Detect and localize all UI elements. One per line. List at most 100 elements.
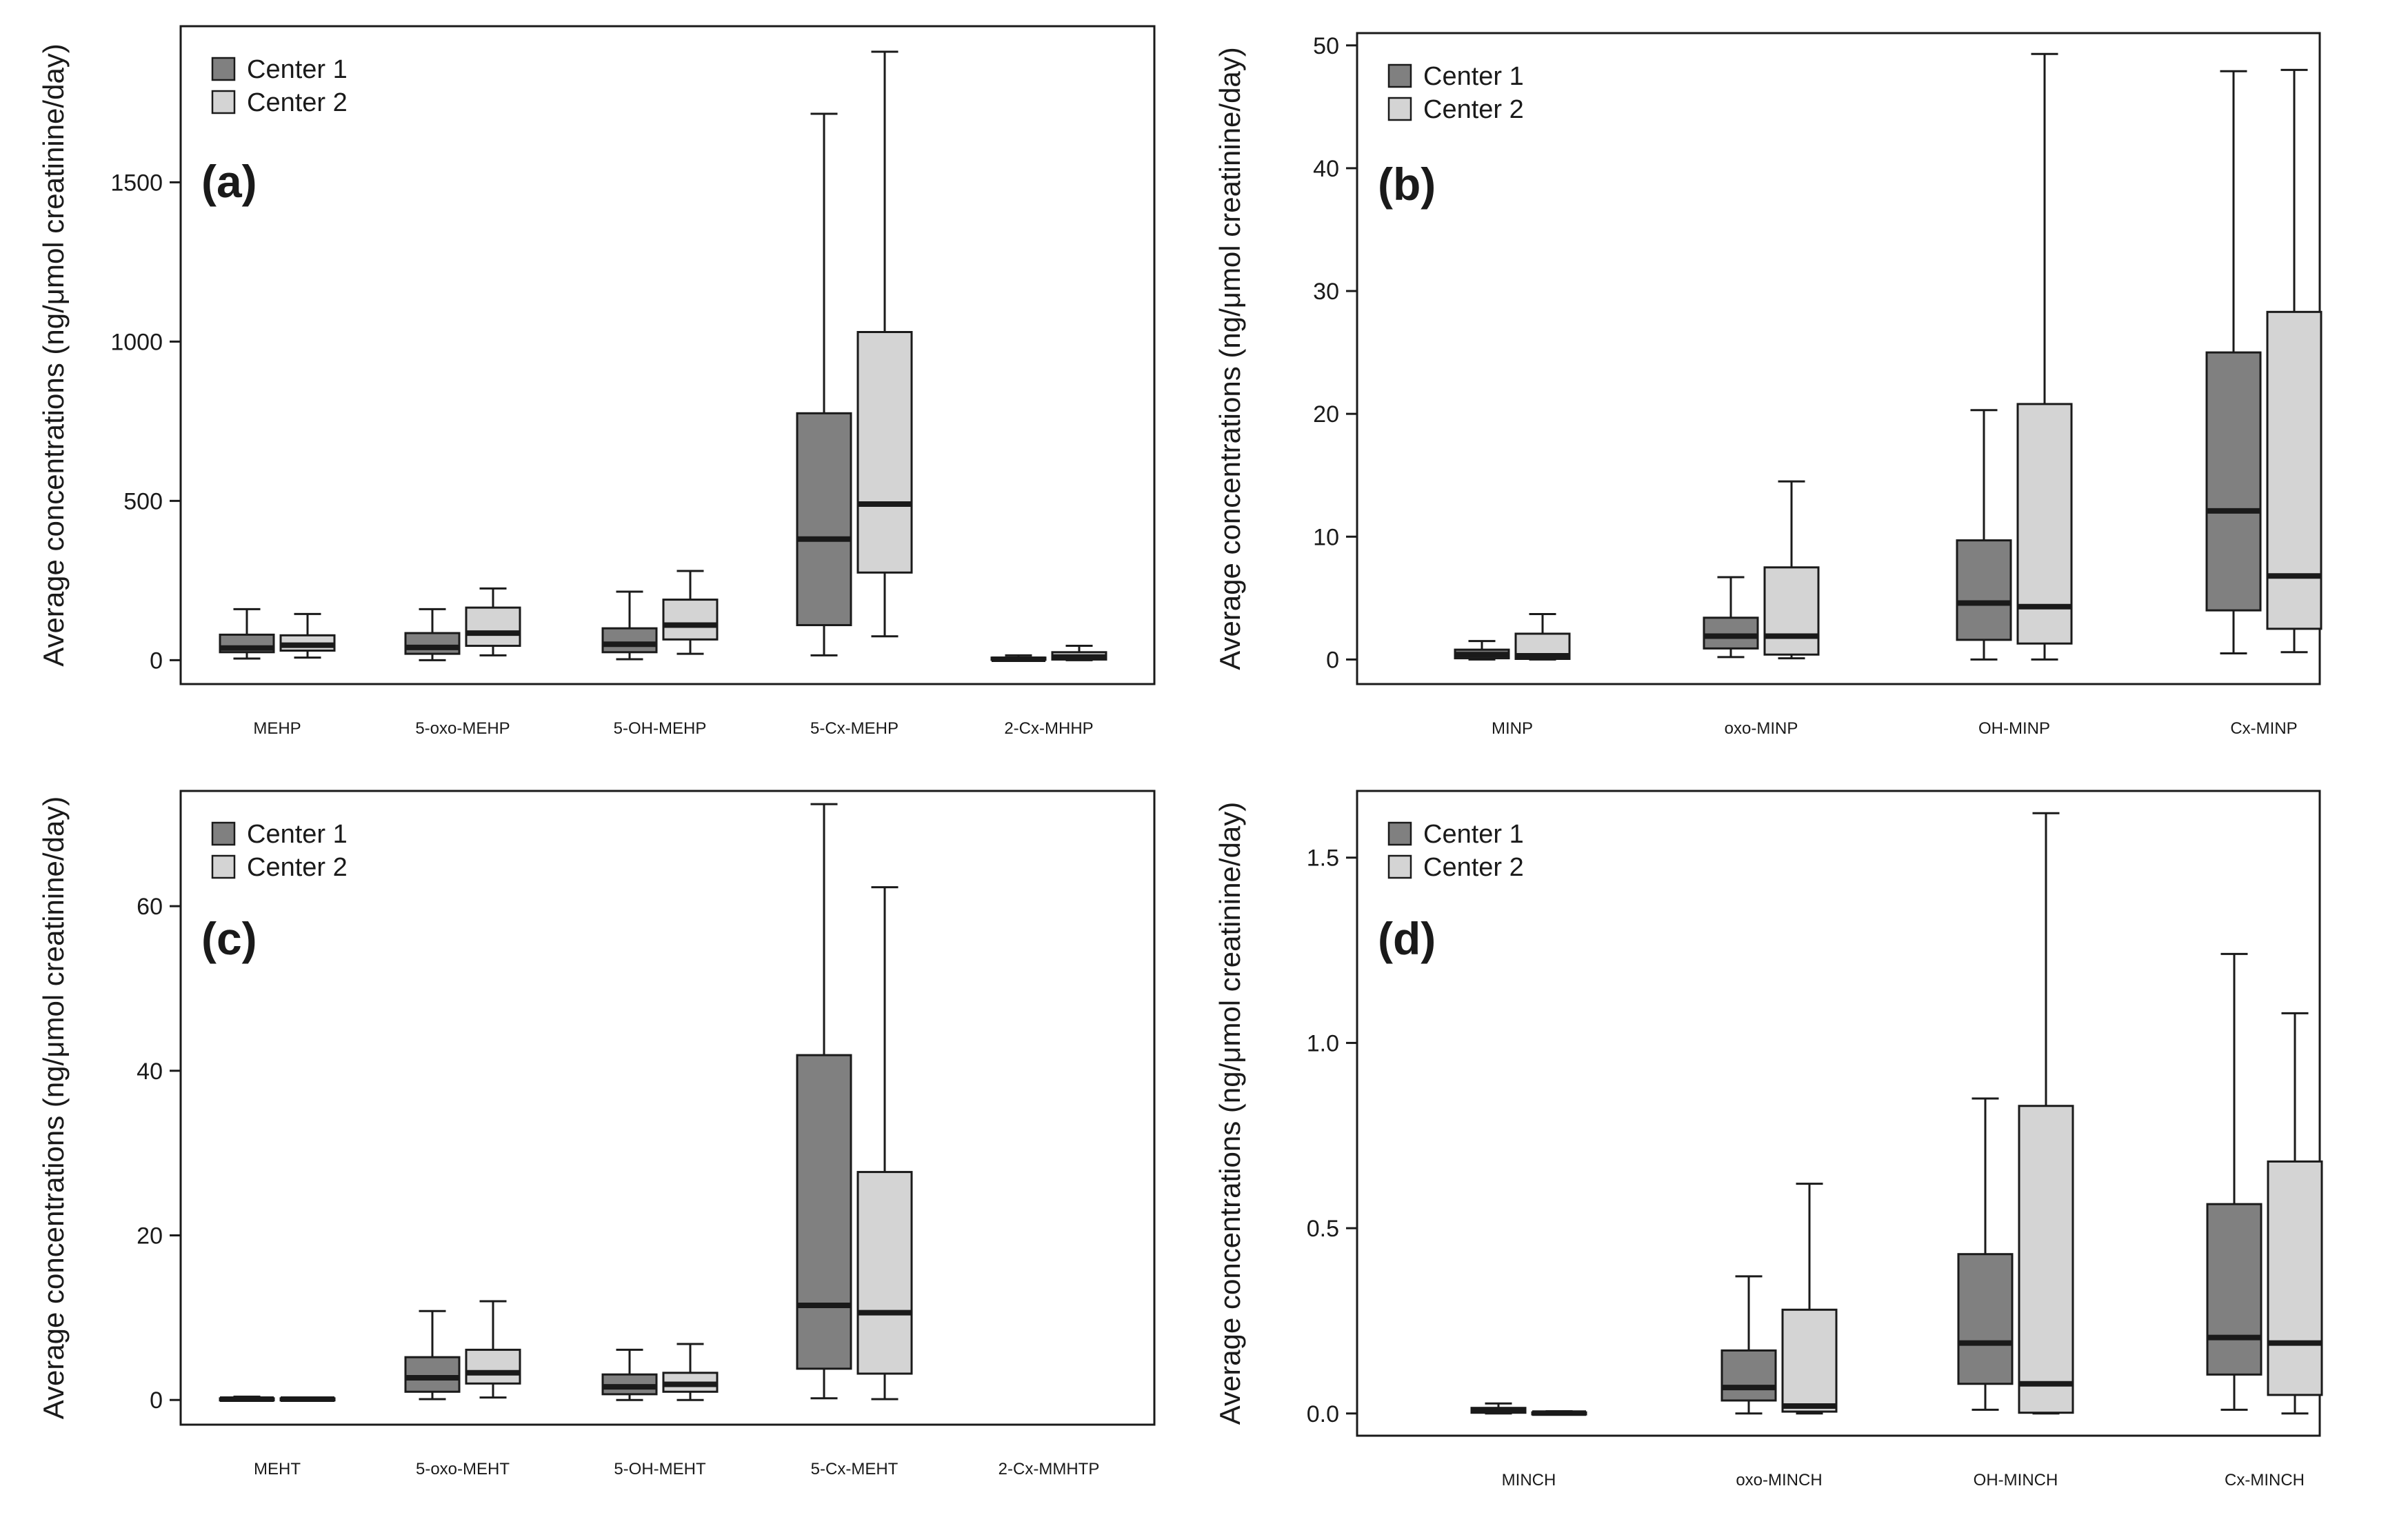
- legend-label-center-1: Center 1: [247, 820, 348, 849]
- box-center-2: [279, 1396, 336, 1403]
- y-tick-label: 10: [1313, 524, 1339, 550]
- box-iqr: [796, 412, 852, 627]
- y-tick-label: 0.5: [1307, 1216, 1339, 1242]
- box-iqr: [2206, 1203, 2262, 1376]
- box-center-1: [796, 112, 852, 656]
- box-iqr: [465, 606, 521, 648]
- chart-panel-d: 0.0 0.5 1.0 1.5 MINCH oxo-MINCH OH-MINCH Cx-MI…: [1214, 790, 2323, 1489]
- box-center-2: [1781, 1183, 1838, 1415]
- y-tick-label: 1.5: [1307, 845, 1339, 872]
- box-center-1: [2205, 70, 2262, 654]
- box-iqr: [1781, 1308, 1838, 1413]
- box-iqr: [856, 331, 913, 574]
- box-iqr: [1720, 1349, 1777, 1402]
- box-center-1: [1470, 1402, 1527, 1415]
- box-series: [1470, 812, 2323, 1416]
- box-center-1: [1720, 1275, 1777, 1415]
- x-tick-label: 5-Cx-MEHT: [811, 1460, 899, 1478]
- y-tick-label: 30: [1313, 279, 1339, 305]
- y-tick-label: 60: [137, 894, 163, 920]
- y-axis: 0 20 40 60: [137, 894, 181, 1414]
- box-iqr: [404, 1356, 461, 1393]
- box-iqr: [1957, 1253, 2014, 1385]
- box-center-1: [404, 1310, 461, 1401]
- y-tick-label: 50: [1313, 33, 1339, 59]
- x-tick-label: 5-OH-MEHT: [614, 1460, 706, 1478]
- x-axis-labels: MEHT 5-oxo-MEHT 5-OH-MEHT 5-Cx-MEHT 2-Cx-MMH…: [254, 1460, 1099, 1478]
- y-tick-label: 500: [123, 488, 163, 514]
- legend-swatch-center-1: [211, 57, 236, 81]
- legend: Center 1 Center 2: [211, 820, 348, 882]
- box-center-1: [404, 608, 461, 661]
- y-axis-title: Average concentrations (ng/μmol creatini…: [1214, 802, 1246, 1425]
- x-tick-label: 5-Cx-MEHP: [810, 719, 899, 738]
- box-center-2: [2266, 68, 2322, 654]
- x-tick-label: Cx-MINP: [2230, 719, 2297, 738]
- panel-label: (d): [1378, 913, 1436, 964]
- x-tick-label: oxo-MINCH: [1736, 1471, 1822, 1489]
- box-center-2: [662, 570, 719, 655]
- legend-swatch-center-1: [1387, 63, 1412, 88]
- x-tick-label: oxo-MINP: [1725, 719, 1798, 738]
- plot-frame: [1356, 790, 2321, 1437]
- box-series: [219, 50, 1107, 662]
- box-center-2: [856, 50, 913, 638]
- legend-label-center-2: Center 2: [247, 88, 348, 117]
- box-iqr: [856, 1171, 913, 1375]
- plot-frame: [179, 790, 1156, 1426]
- legend-label-center-1: Center 1: [1423, 62, 1524, 91]
- box-center-2: [856, 886, 913, 1401]
- plot-frame: [1356, 32, 2321, 685]
- y-tick-label: 1500: [110, 170, 163, 196]
- box-center-1: [1703, 576, 1759, 659]
- y-tick-label: 0.0: [1307, 1401, 1339, 1427]
- x-axis-labels: MINCH oxo-MINCH OH-MINCH Cx-MINCH: [1502, 1471, 2305, 1489]
- legend-label-center-2: Center 2: [1423, 853, 1524, 882]
- x-axis-labels: MEHP 5-oxo-MEHP 5-OH-MEHP 5-Cx-MEHP 2-Cx-MHH…: [253, 719, 1093, 738]
- panel-label: (a): [201, 156, 257, 207]
- box-iqr: [601, 627, 658, 654]
- chart-panel-a: 0 500 1000 1500 MEHP 5-oxo-MEHP 5-OH-MEHP 5-Cx…: [37, 25, 1156, 738]
- legend-label-center-2: Center 2: [1423, 95, 1524, 124]
- box-center-2: [1531, 1410, 1587, 1416]
- y-tick-label: 1.0: [1307, 1030, 1339, 1056]
- box-iqr: [2267, 1160, 2323, 1396]
- legend: Center 1 Center 2: [1387, 820, 1524, 882]
- y-tick-label: 20: [1313, 401, 1339, 428]
- x-tick-label: MEHP: [253, 719, 301, 738]
- box-iqr: [2016, 403, 2073, 645]
- legend-swatch-center-1: [1387, 821, 1412, 846]
- y-axis-title: Average concentrations (ng/μmol creatini…: [1214, 47, 1246, 670]
- legend: Center 1 Center 2: [211, 55, 348, 117]
- plot-frame: [179, 25, 1156, 685]
- box-center-1: [990, 654, 1047, 662]
- box-iqr: [1956, 539, 2012, 641]
- x-tick-label: 5-oxo-MEHP: [415, 719, 510, 738]
- box-iqr: [404, 632, 461, 655]
- chart-panel-c: 0 20 40 60 MEHT 5-oxo-MEHT 5-OH-MEHT 5-Cx-MEHT…: [37, 790, 1156, 1478]
- x-axis-labels: MINP oxo-MINP OH-MINP Cx-MINP: [1492, 719, 2298, 738]
- box-center-1: [601, 1348, 658, 1401]
- box-center-1: [1454, 640, 1510, 661]
- panel-label: (b): [1378, 159, 1436, 210]
- legend-swatch-center-1: [211, 821, 236, 846]
- box-center-2: [2016, 52, 2073, 661]
- legend-label-center-1: Center 1: [1423, 820, 1524, 849]
- box-center-2: [1051, 645, 1107, 661]
- y-axis: 0.0 0.5 1.0 1.5: [1307, 845, 1357, 1427]
- box-center-1: [219, 608, 275, 660]
- box-center-2: [1514, 612, 1571, 661]
- x-tick-label: MINP: [1492, 719, 1533, 738]
- box-iqr: [2205, 351, 2262, 612]
- box-center-1: [1956, 409, 2012, 661]
- x-tick-label: OH-MINCH: [1974, 1471, 2058, 1489]
- legend-label-center-2: Center 2: [247, 853, 348, 882]
- x-tick-label: MEHT: [254, 1460, 301, 1478]
- box-center-2: [2018, 812, 2074, 1415]
- y-tick-label: 40: [137, 1059, 163, 1085]
- box-center-1: [219, 1395, 275, 1403]
- box-iqr: [796, 1054, 852, 1370]
- y-tick-label: 0: [150, 1387, 163, 1414]
- y-tick-label: 1000: [110, 329, 163, 355]
